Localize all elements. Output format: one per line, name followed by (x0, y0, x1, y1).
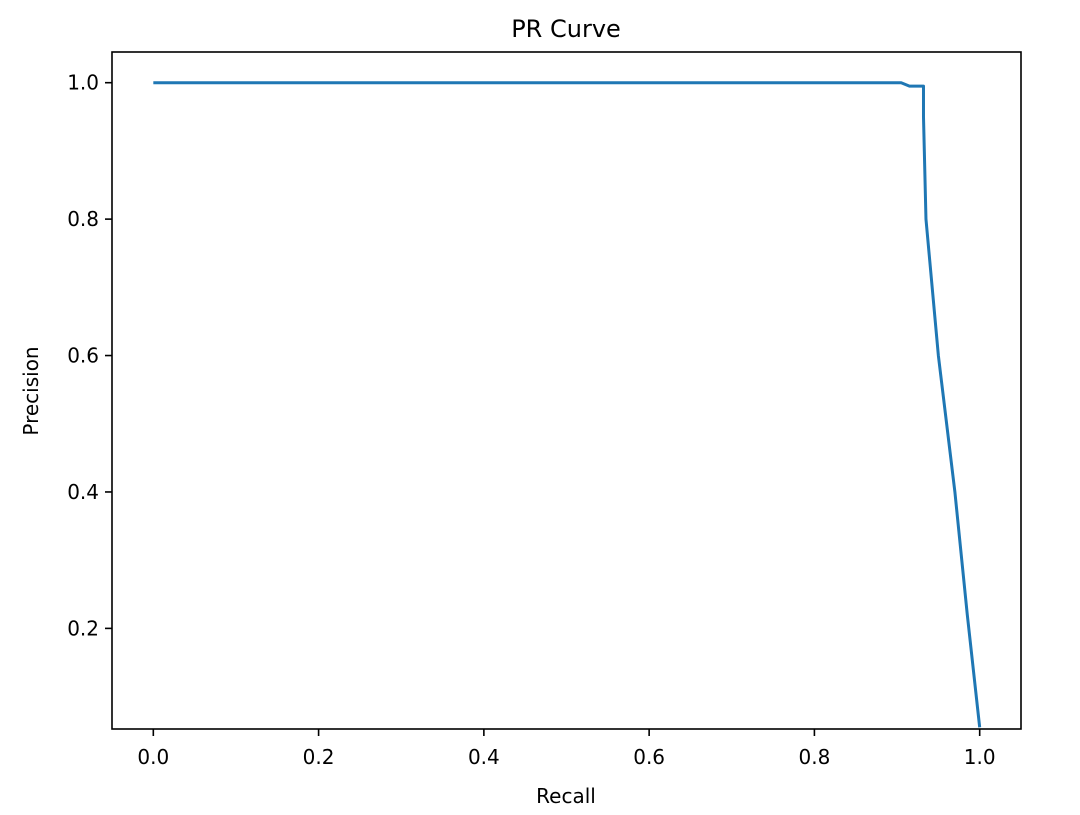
x-tick-label: 0.6 (633, 745, 665, 769)
x-tick-label: 0.8 (799, 745, 831, 769)
x-axis-label: Recall (536, 784, 596, 808)
y-axis-label: Precision (19, 346, 43, 435)
axes: 0.0 0.2 0.4 0.6 0.8 1.0 0.2 0.4 0.6 0.8 1.0 (67, 51, 1022, 769)
x-tick-label: 0.2 (303, 745, 335, 769)
y-tick-label: 0.2 (67, 616, 99, 640)
chart-title: PR Curve (511, 15, 621, 43)
x-tick-label: 0.0 (137, 745, 169, 769)
y-tick-label: 0.4 (67, 480, 99, 504)
y-tick-label: 0.8 (67, 207, 99, 231)
y-tick-label: 0.6 (67, 344, 99, 368)
x-tick-label: 1.0 (964, 745, 996, 769)
plot-area (153, 81, 982, 728)
axes-frame (111, 51, 1022, 730)
series-line-0 (153, 81, 982, 728)
x-tick-label: 0.4 (468, 745, 500, 769)
y-tick-label: 1.0 (67, 71, 99, 95)
